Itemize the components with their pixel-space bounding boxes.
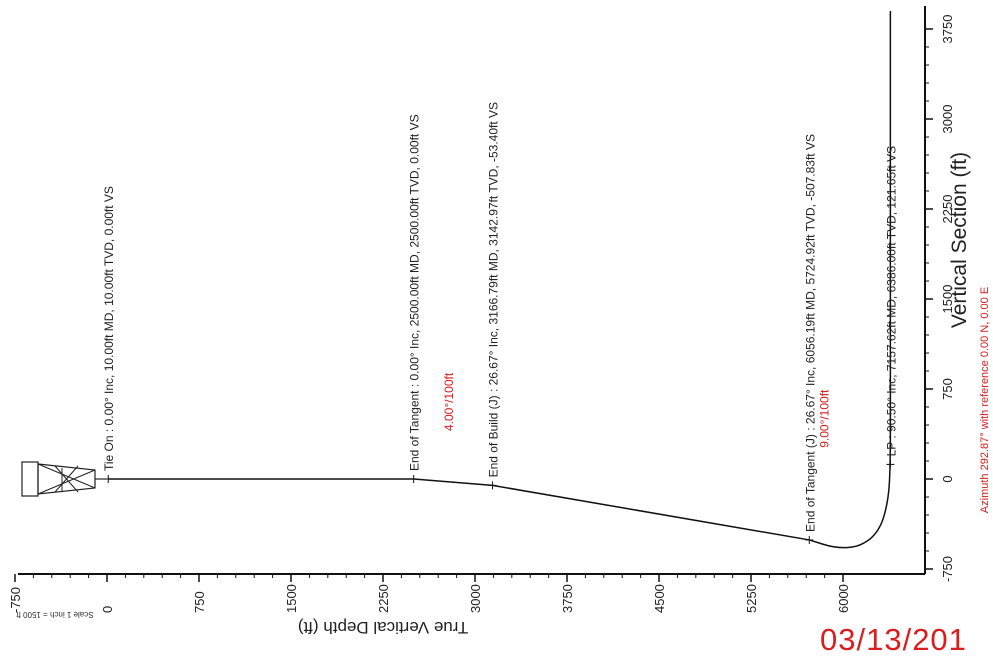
vs-tick-label: 1500 <box>940 285 955 314</box>
tvd-tick-label: 750 <box>192 591 207 613</box>
marker-layer: Tie On : 0.00° Inc, 10.00ft MD, 10.00ft … <box>102 102 898 544</box>
date-stamp: 03/13/201 <box>820 622 967 657</box>
well-annotation: End of Build (J) : 26.67° Inc, 3166.79ft… <box>487 102 501 477</box>
vs-tick-label: -750 <box>940 556 955 582</box>
tvd-tick-label: 1500 <box>284 584 299 613</box>
well-annotation: Tie On : 0.00° Inc, 10.00ft MD, 10.00ft … <box>102 186 116 471</box>
well-annotation: LP : 90.50° Inc, 7157.62ft MD, 6386.00ft… <box>884 146 898 457</box>
tvd-tick-label: 6000 <box>836 584 851 613</box>
vs-axis-title: Vertical Section (ft) <box>948 152 971 328</box>
series-layer <box>108 11 892 549</box>
axes-layer: -750 0 750 1500 2250 3000 3750 4500 5250 6000 -750… <box>8 6 991 637</box>
drilling-rig-icon <box>21 461 106 497</box>
tvd-tick-label: 3750 <box>560 584 575 613</box>
tvd-axis-title: True Vertical Depth (ft) <box>298 618 468 637</box>
well-path-line <box>108 11 892 549</box>
vs-tick-label: 3000 <box>940 105 955 134</box>
scale-note: Scale 1 inch = 1500 ft <box>16 610 94 619</box>
build-rate-label: 4.00°/100ft <box>442 372 456 431</box>
vs-tick-label: 3750 <box>940 15 955 44</box>
tvd-tick-label: 4500 <box>652 584 667 613</box>
tvd-tick-label: 0 <box>100 606 115 613</box>
well-annotation: End of Tangent (J) : 26.67° Inc, 6056.19… <box>803 134 817 532</box>
tvd-tick-label: 2250 <box>376 584 391 613</box>
build-rate-label: 9.00°/100ft <box>817 389 831 448</box>
tvd-tick-label: 3000 <box>468 584 483 613</box>
vs-tick-label: 2250 <box>940 195 955 224</box>
vs-tick-label: 0 <box>940 475 955 482</box>
well-annotation: End of Tangent : 0.00° Inc, 2500.00ft MD… <box>408 114 422 471</box>
tvd-tick-label: 5250 <box>744 584 759 613</box>
vs-tick-label: 750 <box>940 378 955 400</box>
tvd-tick-label: -750 <box>8 587 23 613</box>
azimuth-note: Azimuth 292.87° with reference 0.00 N, 0… <box>979 287 991 513</box>
